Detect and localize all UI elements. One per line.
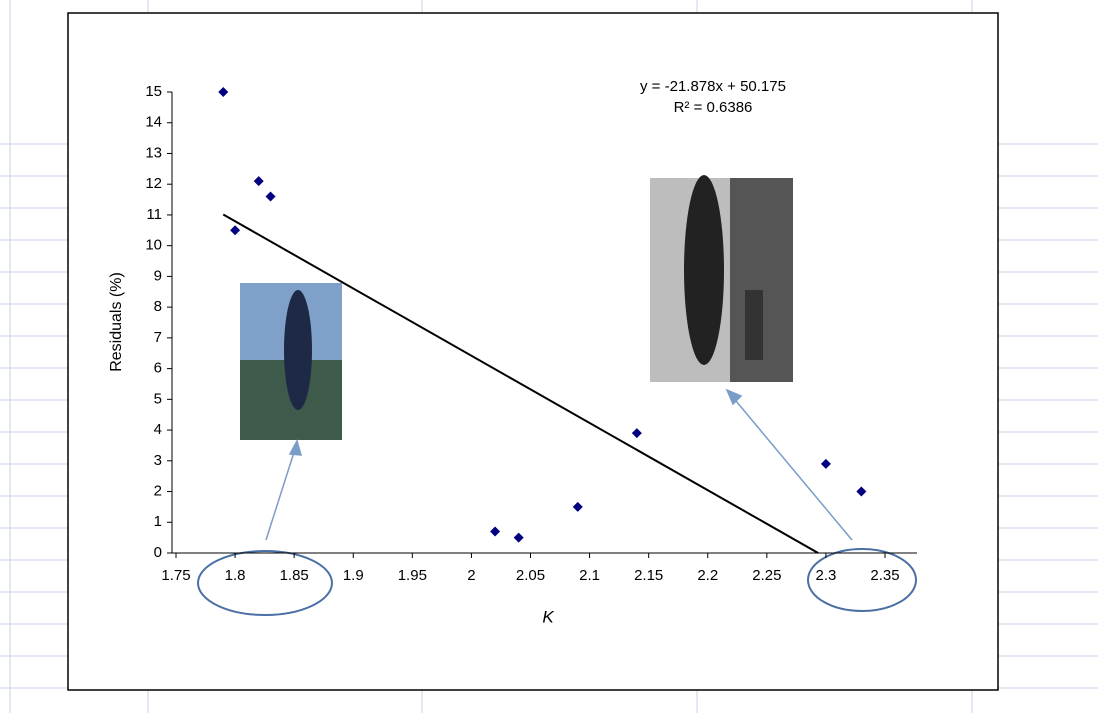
arrows [265,388,853,541]
x-tick-label: 2.05 [516,567,545,584]
y-tick-label: 1 [154,513,162,530]
x-tick-label: 2 [467,567,475,584]
point [856,486,867,497]
point [265,191,276,202]
point [230,225,241,236]
point [513,532,524,543]
photo-left [240,283,342,440]
point [218,87,229,97]
point [631,428,642,439]
y-tick-label: 9 [154,267,162,284]
x-tick-label: 2.2 [697,567,718,584]
x-tick-label: 1.85 [280,567,309,584]
point [490,526,501,537]
x-tick-label: 1.75 [161,567,190,584]
y-tick-label: 3 [154,452,162,469]
x-tick-label: 2.3 [815,567,836,584]
callouts [197,548,917,616]
trendline [222,213,819,554]
x-tick-label: 1.95 [398,567,427,584]
y-tick-label: 14 [145,114,162,131]
x-tick-label: 1.8 [225,567,246,584]
x-tick-label: 2.1 [579,567,600,584]
x-tick-label: 2.25 [752,567,781,584]
y-tick-label: 6 [154,360,162,377]
x-tick-label: 2.15 [634,567,663,584]
y-tick-label: 12 [145,175,162,192]
y-axis-title: Residuals (%) [108,272,125,372]
y-tick-label: 2 [154,483,162,500]
y-tick-label: 4 [154,421,162,438]
y-tick-label: 8 [154,298,162,315]
r-squared: R² = 0.6386 [674,99,753,116]
y-tick-label: 13 [145,144,162,161]
point [820,458,831,469]
y-tick-label: 11 [146,206,162,223]
y-tick-label: 5 [154,390,162,407]
photo-right [650,175,793,382]
point [253,176,264,187]
chart-frame [67,12,999,691]
y-tick-label: 0 [154,544,162,561]
y-tick-label: 7 [154,329,162,346]
y-tick-label: 15 [145,83,162,100]
x-tick-label: 1.9 [343,567,364,584]
equation: y = -21.878x + 50.175 [640,78,786,95]
x-axis-title: K [542,607,554,626]
x-tick-label: 2.35 [870,567,899,584]
point [572,501,583,512]
y-tick-label: 10 [145,237,162,254]
